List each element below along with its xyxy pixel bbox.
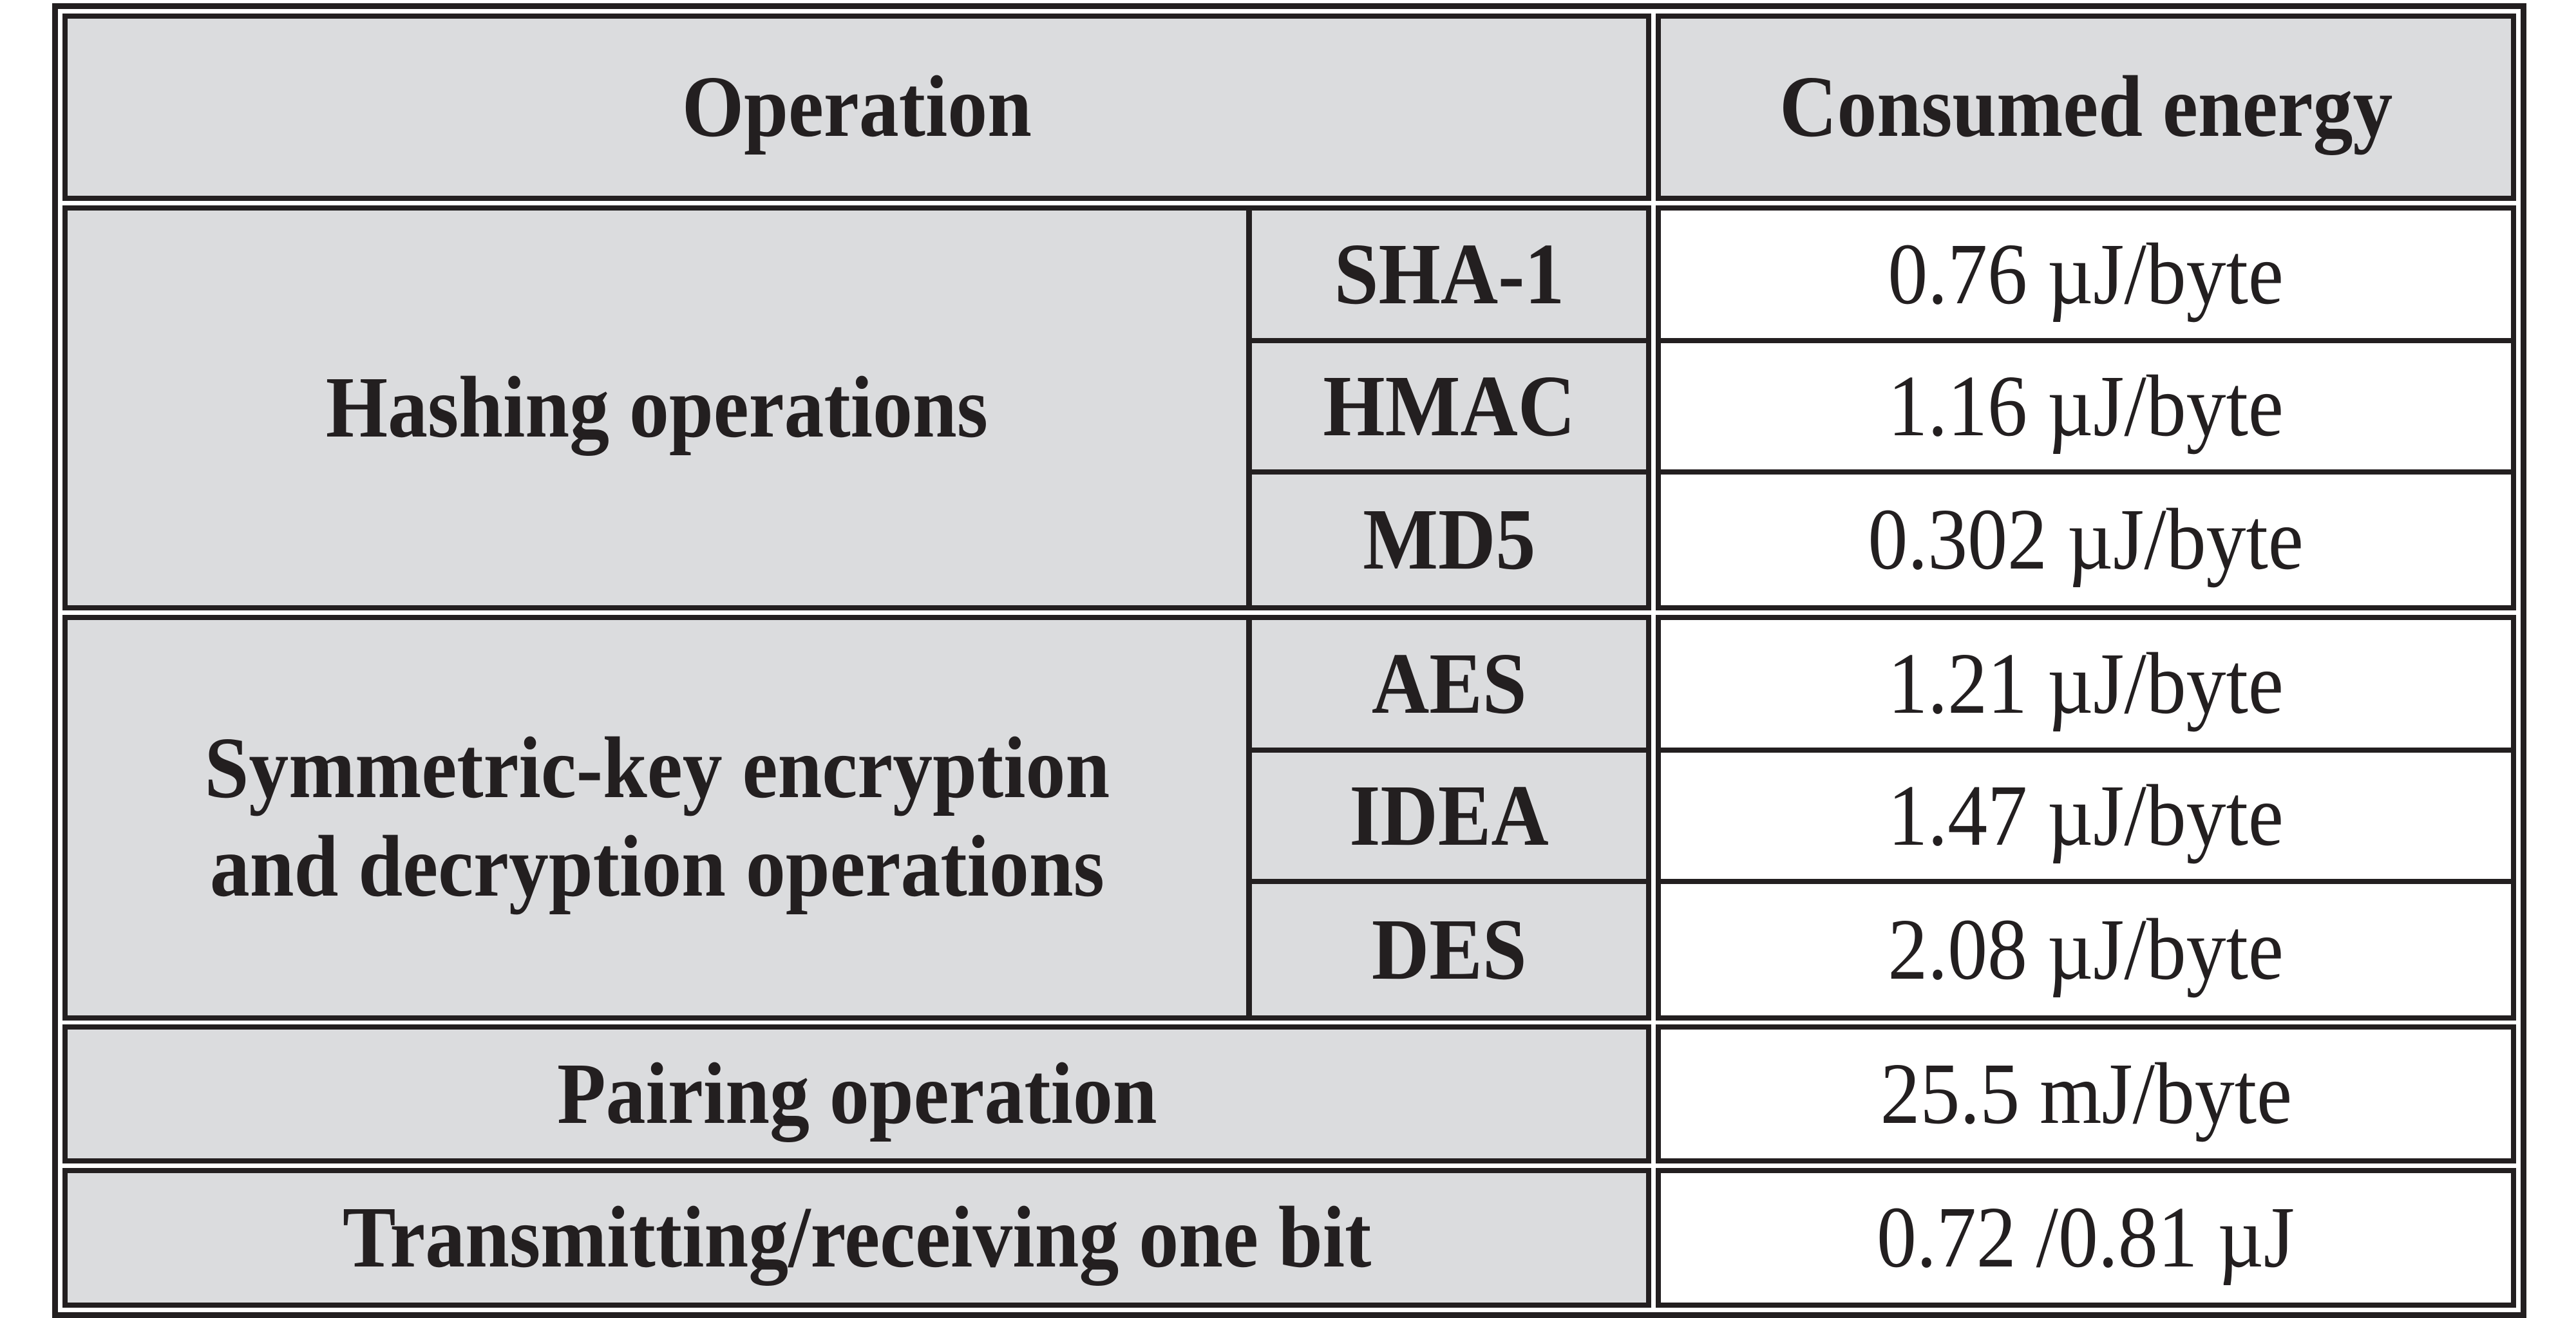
- table-row-sha1-name: SHA-1: [1252, 211, 1646, 338]
- header-operation: Operation: [681, 59, 1032, 155]
- symmetric-group-label-wrap: Symmetric-key encryption and decryption …: [68, 620, 1246, 1015]
- symmetric-value-row-divider-1: [1661, 748, 2511, 753]
- symmetric-row-divider-1: [1246, 748, 1646, 753]
- transmit-label: Transmitting/receiving one bit: [342, 1189, 1372, 1286]
- symmetric-group-label-block: [62, 615, 1651, 1021]
- table-row-md5-name: MD5: [1252, 475, 1646, 605]
- table-row-hmac-name: HMAC: [1252, 343, 1646, 469]
- pairing-label-wrap: Pairing operation: [68, 1030, 1646, 1158]
- header-energy-cell: [1656, 14, 2516, 201]
- table-row-sha1-energy: 0.76 µJ/byte: [1661, 211, 2511, 338]
- symmetric-group-label-line1: Symmetric-key encryption: [204, 720, 1110, 816]
- table-row-des-name: DES: [1252, 884, 1646, 1015]
- transmit-energy-wrap: 0.72 /0.81 µJ: [1661, 1173, 2511, 1303]
- hashing-group-label: Hashing operations: [325, 359, 989, 456]
- transmit-value-block: [1656, 1168, 2516, 1308]
- algorithm-name: HMAC: [1323, 357, 1575, 455]
- hashing-row-divider-2: [1246, 469, 1646, 475]
- hashing-subcolumn-divider: [1246, 211, 1252, 605]
- table-row-hmac-energy: 1.16 µJ/byte: [1661, 343, 2511, 469]
- transmit-label-wrap: Transmitting/receiving one bit: [68, 1173, 1646, 1303]
- table-row-idea-energy: 1.47 µJ/byte: [1661, 753, 2511, 879]
- energy-value: 0.302 µJ/byte: [1868, 491, 2304, 588]
- energy-value: 1.21 µJ/byte: [1888, 635, 2284, 732]
- algorithm-name: AES: [1371, 635, 1527, 732]
- symmetric-group-label: Symmetric-key encryption and decryption …: [204, 719, 1110, 916]
- header-operation-cell: [62, 14, 1651, 201]
- algorithm-name: DES: [1371, 901, 1527, 998]
- energy-value: 1.16 µJ/byte: [1888, 357, 2284, 455]
- header-energy-label-wrap: Consumed energy: [1661, 19, 2511, 196]
- algorithm-name: SHA-1: [1334, 225, 1564, 323]
- algorithm-name: IDEA: [1349, 767, 1549, 864]
- table-row-aes-energy: 1.21 µJ/byte: [1661, 620, 2511, 748]
- pairing-value-block: [1656, 1024, 2516, 1163]
- hashing-row-divider-1: [1246, 338, 1646, 343]
- table-row-idea-name: IDEA: [1252, 753, 1646, 879]
- algorithm-name: MD5: [1362, 491, 1536, 588]
- transmit-energy: 0.72 /0.81 µJ: [1877, 1189, 2295, 1286]
- pairing-label-block: [62, 1024, 1651, 1163]
- hashing-group-value-block: [1656, 205, 2516, 610]
- table-row-des-energy: 2.08 µJ/byte: [1661, 884, 2511, 1015]
- header-energy: Consumed energy: [1779, 59, 2393, 155]
- pairing-label: Pairing operation: [556, 1045, 1157, 1142]
- energy-value: 1.47 µJ/byte: [1888, 767, 2284, 864]
- symmetric-group-value-block: [1656, 615, 2516, 1021]
- energy-value: 0.76 µJ/byte: [1888, 225, 2284, 323]
- table-row-md5-energy: 0.302 µJ/byte: [1661, 475, 2511, 605]
- transmit-label-block: [62, 1168, 1651, 1308]
- symmetric-subcolumn-divider: [1246, 620, 1252, 1015]
- table-row-aes-name: AES: [1252, 620, 1646, 748]
- symmetric-row-divider-2: [1246, 879, 1646, 884]
- header-operation-label-wrap: Operation: [68, 19, 1646, 196]
- symmetric-group-label-line2: and decryption operations: [209, 818, 1104, 915]
- hashing-group-label-wrap: Hashing operations: [68, 211, 1246, 605]
- energy-value: 2.08 µJ/byte: [1888, 901, 2284, 998]
- hashing-value-row-divider-2: [1661, 469, 2511, 475]
- pairing-energy: 25.5 mJ/byte: [1880, 1045, 2292, 1142]
- pairing-energy-wrap: 25.5 mJ/byte: [1661, 1030, 2511, 1158]
- symmetric-value-row-divider-2: [1661, 879, 2511, 884]
- hashing-value-row-divider-1: [1661, 338, 2511, 343]
- hashing-group-label-block: [62, 205, 1651, 610]
